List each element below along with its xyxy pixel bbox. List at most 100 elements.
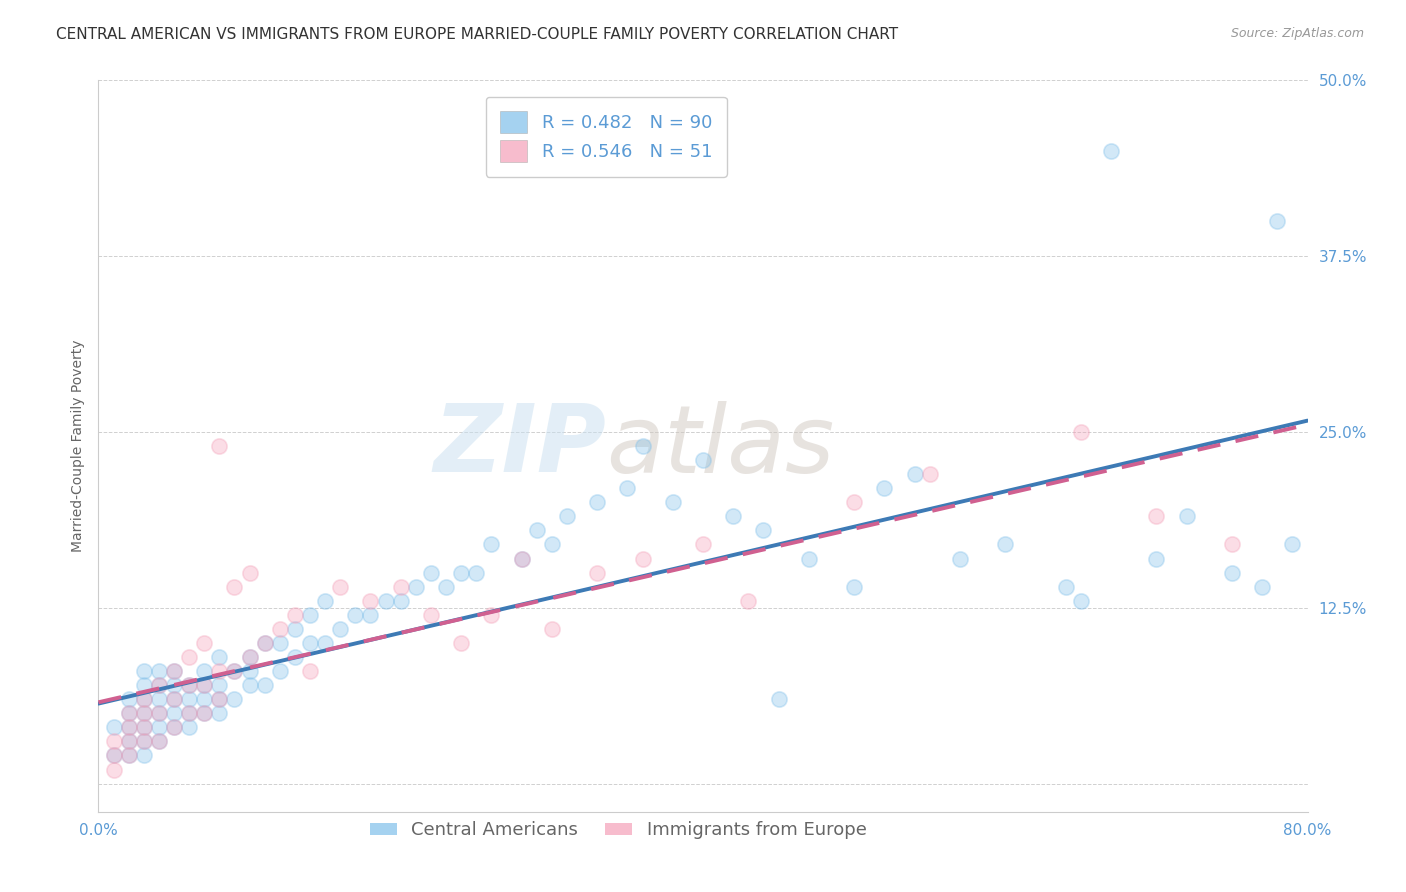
Point: [239, 650, 262, 665]
Point: [329, 622, 352, 636]
Point: [1281, 537, 1303, 551]
Point: [132, 748, 155, 763]
Point: [163, 720, 186, 734]
Point: [148, 734, 170, 748]
Point: [692, 453, 714, 467]
Point: [132, 734, 155, 748]
Point: [118, 734, 141, 748]
Point: [148, 678, 170, 692]
Point: [918, 467, 941, 482]
Point: [193, 706, 215, 721]
Y-axis label: Married-Couple Family Poverty: Married-Couple Family Poverty: [70, 340, 84, 552]
Point: [224, 664, 246, 678]
Point: [103, 748, 125, 763]
Point: [616, 481, 638, 495]
Point: [132, 664, 155, 678]
Point: [1220, 566, 1243, 580]
Point: [193, 706, 215, 721]
Point: [374, 593, 396, 607]
Point: [1144, 509, 1167, 524]
Point: [450, 636, 472, 650]
Point: [148, 706, 170, 721]
Point: [224, 580, 246, 594]
Point: [389, 593, 412, 607]
Point: [103, 720, 125, 734]
Point: [208, 664, 231, 678]
Point: [253, 678, 276, 692]
Point: [314, 593, 336, 607]
Point: [148, 720, 170, 734]
Point: [193, 678, 215, 692]
Point: [132, 720, 155, 734]
Point: [179, 720, 201, 734]
Point: [389, 580, 412, 594]
Point: [208, 692, 231, 706]
Point: [737, 593, 759, 607]
Point: [103, 763, 125, 777]
Point: [118, 706, 141, 721]
Point: [193, 678, 215, 692]
Point: [208, 706, 231, 721]
Point: [299, 636, 322, 650]
Point: [208, 678, 231, 692]
Point: [586, 495, 609, 509]
Point: [344, 607, 367, 622]
Text: ZIP: ZIP: [433, 400, 606, 492]
Point: [768, 692, 790, 706]
Point: [239, 566, 262, 580]
Point: [163, 706, 186, 721]
Point: [132, 692, 155, 706]
Point: [1070, 425, 1092, 439]
Point: [224, 664, 246, 678]
Point: [1175, 509, 1198, 524]
Point: [163, 678, 186, 692]
Point: [1251, 580, 1274, 594]
Point: [132, 692, 155, 706]
Point: [118, 720, 141, 734]
Point: [132, 720, 155, 734]
Point: [1144, 551, 1167, 566]
Point: [179, 706, 201, 721]
Point: [631, 551, 654, 566]
Point: [481, 537, 503, 551]
Point: [360, 607, 382, 622]
Point: [193, 636, 215, 650]
Point: [118, 692, 141, 706]
Point: [239, 678, 262, 692]
Point: [555, 509, 578, 524]
Point: [239, 664, 262, 678]
Point: [269, 622, 291, 636]
Point: [179, 706, 201, 721]
Point: [132, 706, 155, 721]
Point: [239, 650, 262, 665]
Point: [510, 551, 533, 566]
Point: [873, 481, 896, 495]
Point: [420, 607, 443, 622]
Point: [253, 636, 276, 650]
Point: [269, 636, 291, 650]
Point: [1099, 144, 1122, 158]
Point: [132, 734, 155, 748]
Point: [193, 664, 215, 678]
Point: [118, 748, 141, 763]
Point: [163, 664, 186, 678]
Point: [1267, 214, 1289, 228]
Point: [118, 720, 141, 734]
Point: [752, 524, 775, 538]
Point: [179, 650, 201, 665]
Point: [1070, 593, 1092, 607]
Point: [148, 692, 170, 706]
Point: [179, 692, 201, 706]
Point: [949, 551, 972, 566]
Point: [586, 566, 609, 580]
Point: [193, 692, 215, 706]
Point: [132, 678, 155, 692]
Point: [994, 537, 1017, 551]
Point: [661, 495, 683, 509]
Point: [118, 706, 141, 721]
Point: [797, 551, 820, 566]
Point: [481, 607, 503, 622]
Point: [1220, 537, 1243, 551]
Point: [163, 692, 186, 706]
Point: [540, 537, 562, 551]
